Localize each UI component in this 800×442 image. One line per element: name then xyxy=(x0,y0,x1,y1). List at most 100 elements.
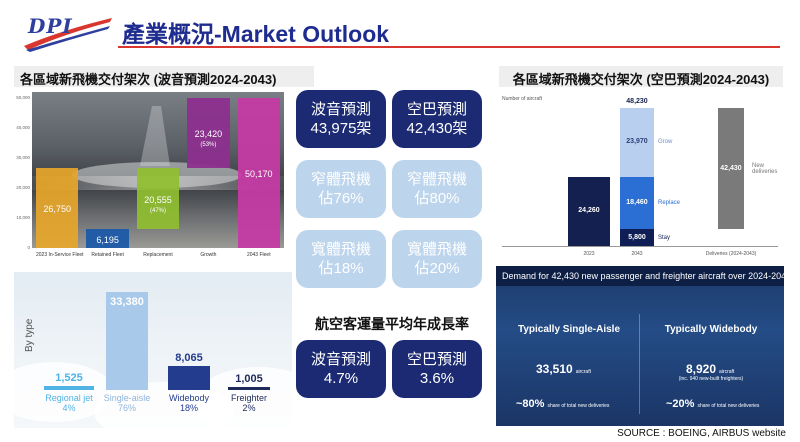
boeing-bar xyxy=(36,167,79,248)
single-aisle-number: 33,510 xyxy=(536,362,573,376)
by-type-value: 1,525 xyxy=(55,371,83,384)
boeing-y-tick: 20,000 xyxy=(16,185,30,190)
airbus-bar-2043-stay-value: 5,800 xyxy=(628,233,646,241)
tile-line: 佔76% xyxy=(318,190,364,207)
tile-line: 3.6% xyxy=(419,370,455,387)
by-type-bar xyxy=(106,292,148,390)
demand-divider xyxy=(639,314,640,414)
boeing-bar-label: 20,555 xyxy=(144,194,172,205)
airbus-x-category: 2043 xyxy=(631,251,643,257)
tile-airbus-growth: 空巴預測 3.6% xyxy=(392,340,482,398)
title-divider xyxy=(118,46,780,48)
tile-line: 佔18% xyxy=(318,260,364,277)
tile-line: 空巴預測 xyxy=(406,101,467,118)
single-aisle-share: ~80% share of total new deliveries xyxy=(516,398,609,410)
tile-airbus-forecast: 空巴預測 42,430架 xyxy=(392,90,482,148)
tile-boeing-growth: 波音預測 4.7% xyxy=(296,340,386,398)
tile-airbus-widebody: 寬體飛機 佔20% xyxy=(392,230,482,288)
dpi-logo: DPI xyxy=(22,12,114,52)
airbus-axis-label: Number of aircraft xyxy=(502,96,543,102)
boeing-x-category: Growth xyxy=(200,252,217,258)
widebody-unit: aircraft xyxy=(719,369,735,375)
airbus-fleet-chart: Number of aircraft 24,260 2023 5,800 Stay 18… xyxy=(496,88,784,260)
tile-line: 佔80% xyxy=(414,190,460,207)
airbus-x-category: 2023 xyxy=(583,251,595,257)
airbus-bar-2043-replace-value: 18,460 xyxy=(626,198,648,206)
boeing-y-tick: 0 xyxy=(27,245,30,250)
tile-line: 窄體飛機 xyxy=(406,171,467,188)
tile-boeing-widebody: 寬體飛機 佔18% xyxy=(296,230,386,288)
airbus-bar-2043-replace xyxy=(620,176,654,230)
boeing-y-tick: 50,000 xyxy=(16,95,30,100)
by-type-name: Regional jet xyxy=(45,393,93,403)
growth-rate-heading: 航空客運量平均年成長率 xyxy=(315,316,469,332)
airbus-bar-deliveries-value: 42,430 xyxy=(720,164,742,172)
tile-line: 空巴預測 xyxy=(406,351,467,368)
by-type-bar xyxy=(44,385,94,390)
logo-text: DPI xyxy=(28,14,73,38)
boeing-bar-label: 26,750 xyxy=(43,203,71,214)
boeing-bar xyxy=(86,229,129,248)
single-aisle-unit: aircraft xyxy=(575,369,591,375)
airbus-bar-2043-grow-value: 23,970 xyxy=(626,138,648,146)
tile-line: 寬體飛機 xyxy=(310,241,371,258)
airbus-bar-2043-stay-label: Stay xyxy=(658,234,671,241)
boeing-bar-label: 6,195 xyxy=(96,234,119,245)
boeing-bar-label: 50,170 xyxy=(245,168,273,179)
by-type-bar xyxy=(228,387,270,390)
by-type-value: 33,380 xyxy=(110,296,144,308)
by-type-name: Single-aisle xyxy=(103,393,151,403)
airbus-bar-2043-stay xyxy=(620,229,654,246)
tile-line: 窄體飛機 xyxy=(310,171,371,188)
boeing-bar xyxy=(136,167,180,230)
by-type-value: 1,005 xyxy=(235,373,263,385)
widebody-sub: (inc. 940 new-built freighters) xyxy=(678,376,744,382)
tile-airbus-narrowbody: 窄體飛機 佔80% xyxy=(392,160,482,218)
logo-swoosh-icon xyxy=(24,18,112,52)
by-type-axis-label: By type xyxy=(24,318,35,352)
boeing-x-category: 2043 Fleet xyxy=(246,252,271,258)
single-aisle-pct-note: share of total new deliveries xyxy=(547,403,610,409)
by-type-percent: 2% xyxy=(242,403,256,413)
boeing-heading: 各區域新飛機交付架次 (波音預測2024-2043) xyxy=(14,66,314,87)
airbus-demand-panel: Demand for 42,430 new passenger and frei… xyxy=(496,266,784,426)
widebody-share: ~20% share of total new deliveries xyxy=(666,398,759,410)
boeing-y-tick: 30,000 xyxy=(16,155,30,160)
widebody-pct-note: share of total new deliveries xyxy=(697,403,760,409)
boeing-x-category: 2023 In-Service Fleet xyxy=(36,252,84,258)
tile-line: 波音預測 xyxy=(310,351,371,368)
single-aisle-value: 33,510 aircraft xyxy=(536,362,591,376)
tile-line: 4.7% xyxy=(323,370,359,387)
by-type-name: Freighter xyxy=(230,393,267,403)
airbus-bar-2043-total: 48,230 xyxy=(626,98,648,105)
airbus-bar-2043-replace-label: Replace xyxy=(658,199,681,206)
airbus-x-category: Deliveries (2024-2043) xyxy=(705,251,757,257)
airbus-bar-2023 xyxy=(568,176,610,246)
by-type-name: Widebody xyxy=(168,393,210,403)
tile-line: 寬體飛機 xyxy=(406,241,467,258)
boeing-bar-label: 23,420 xyxy=(194,128,223,139)
demand-header: Demand for 42,430 new passenger and frei… xyxy=(496,266,784,286)
tile-line: 42,430架 xyxy=(406,120,468,137)
tile-line: 43,975架 xyxy=(310,120,372,137)
page-title: 產業概況-Market Outlook xyxy=(122,21,390,47)
boeing-fleet-chart: 50,000 40,000 30,000 20,000 10,000 0 26,750 6,… xyxy=(14,88,292,266)
boeing-y-tick: 10,000 xyxy=(16,215,30,220)
boeing-y-tick: 40,000 xyxy=(16,125,30,130)
boeing-x-category: Retained Fleet xyxy=(91,252,124,258)
boeing-plot-area: 26,750 6,195 20,555 (47%) 23,420 (53%) 50,170 xyxy=(32,92,284,248)
airbus-heading: 各區域新飛機交付架次 (空巴預測2024-2043) xyxy=(499,66,783,87)
by-type-percent: 18% xyxy=(179,403,198,413)
by-type-chart: By type 1,525 Regional jet 4% 33,380 Single-… xyxy=(14,272,292,428)
widebody-pct: ~20% xyxy=(666,398,695,410)
single-aisle-title: Typically Single-Aisle xyxy=(517,324,621,335)
by-type-percent: 4% xyxy=(62,403,76,413)
airbus-x-axis-line xyxy=(502,246,778,247)
tile-line: 波音預測 xyxy=(310,101,371,118)
source-note: SOURCE : BOEING, AIRBUS website xyxy=(617,428,786,439)
widebody-value: 8,920 aircraft xyxy=(686,362,734,376)
boeing-bar xyxy=(187,97,230,168)
tile-boeing-narrowbody: 窄體飛機 佔76% xyxy=(296,160,386,218)
single-aisle-pct: ~80% xyxy=(516,398,545,410)
tile-line: 佔20% xyxy=(414,260,460,277)
